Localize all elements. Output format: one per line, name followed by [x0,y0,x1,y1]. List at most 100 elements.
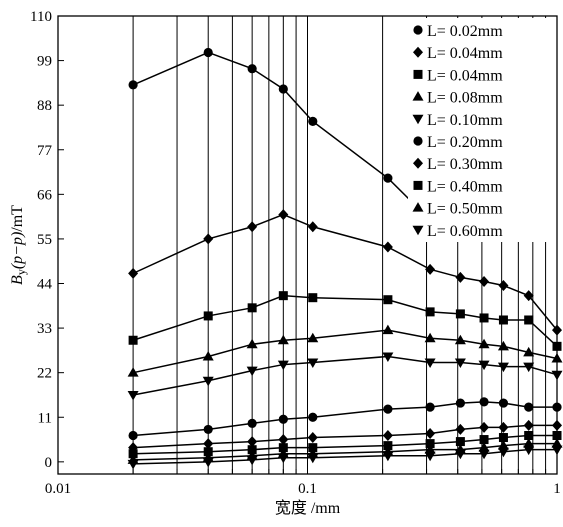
y-tick-label: 99 [37,54,52,70]
data-point [478,360,490,371]
data-point [479,421,490,433]
data-point [552,430,562,440]
data-point [247,221,258,233]
y-axis-label-paren: (p−p) [9,232,26,269]
series-2 [128,209,562,336]
data-point [383,404,393,414]
y-tick-label: 110 [30,9,52,25]
y-axis-label-subscript: y [14,269,28,275]
data-point [246,366,258,377]
y-axis-label: By(p−p)/mT [9,205,28,285]
data-point [425,427,436,439]
legend-marker [413,136,423,146]
data-point [128,335,138,345]
data-point [307,432,318,444]
legend-marker [413,180,423,190]
x-tick-label: 0.01 [45,481,71,497]
data-point [479,313,489,323]
legend-marker [413,69,423,79]
data-point [551,438,563,448]
series-line [132,329,558,374]
data-point [247,418,257,428]
data-point [127,367,139,377]
data-point [128,430,138,441]
data-point [246,338,258,349]
legend: L= 0.02mm L= 0.04mm L= 0.04mm L= 0.08mm L= 0… [408,18,555,242]
data-point [308,116,318,126]
data-point [498,398,509,408]
data-point [498,315,508,325]
data-point [128,267,139,279]
y-tick-label: 66 [37,187,53,203]
legend-item: L= 0.04mm [413,45,503,62]
data-point [203,233,214,245]
data-point [202,350,214,361]
y-axis-label-symbol: B [9,275,26,285]
data-point [425,402,435,412]
series-line [132,355,558,396]
data-point [278,414,288,424]
data-point [382,324,394,335]
legend-item: L= 0.04mm [413,67,503,84]
data-point [383,173,393,183]
data-point [202,457,214,468]
legend-item: L= 0.60mm [412,223,503,240]
legend-label: L= 0.20mm [427,134,503,151]
data-point [523,362,535,373]
data-point [497,362,509,373]
data-point [247,303,257,313]
data-point [278,209,289,221]
legend-label: L= 0.50mm [427,201,503,218]
data-point [523,419,534,431]
data-point [382,451,394,462]
data-point [247,445,257,455]
y-tick-label: 33 [37,321,52,337]
legend-label: L= 0.02mm [427,23,503,40]
data-point [424,444,436,454]
y-tick-label: 0 [45,455,53,471]
data-point [382,352,394,362]
data-point [247,64,257,74]
series-line [132,213,558,331]
data-point [127,390,139,401]
x-tick-label: 0.1 [298,481,317,497]
y-tick-label: 11 [38,410,52,426]
legend-item: L= 0.20mm [413,134,503,151]
data-point [203,47,213,58]
data-point [308,443,318,453]
data-point [383,295,393,305]
legend-marker [412,114,424,125]
series-5 [127,352,563,401]
data-point [479,397,489,407]
data-point [498,433,508,443]
legend-marker [412,202,424,212]
y-tick-label: 88 [37,98,52,114]
legend-item: L= 0.02mm [413,23,503,40]
data-point [307,332,319,343]
data-point [127,459,139,470]
data-point [551,352,563,363]
data-point [277,360,289,371]
legend-label: L= 0.10mm [427,112,503,129]
data-point [307,221,318,233]
data-point [455,309,465,319]
legend-label: L= 0.04mm [427,67,503,84]
x-tick-label: 1 [553,481,561,497]
data-point [455,271,466,283]
data-point [523,346,535,357]
legend-marker [412,91,424,101]
legend-marker [413,46,423,58]
data-point [454,334,466,345]
data-point [278,84,288,94]
data-point [128,449,138,459]
data-point [425,263,436,275]
data-point [128,80,138,90]
data-point [425,439,435,449]
data-point [498,280,509,292]
legend-item: L= 0.50mm [412,201,503,218]
data-point [247,436,258,448]
legend-marker [412,225,424,236]
data-point [278,291,288,301]
data-point [246,455,258,466]
